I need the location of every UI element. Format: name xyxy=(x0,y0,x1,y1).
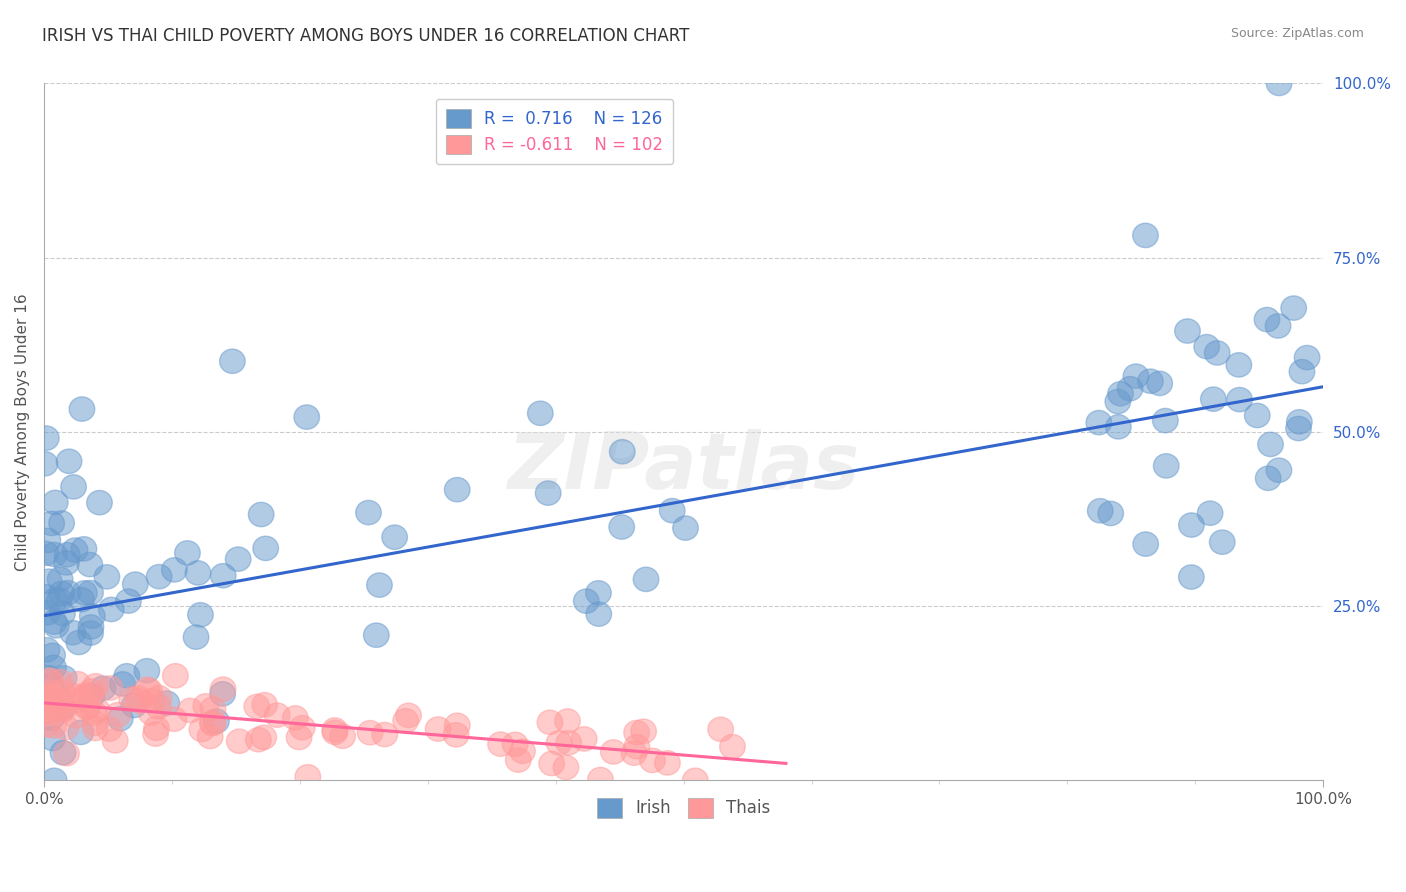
Legend: Irish, Thais: Irish, Thais xyxy=(591,791,778,824)
Text: IRISH VS THAI CHILD POVERTY AMONG BOYS UNDER 16 CORRELATION CHART: IRISH VS THAI CHILD POVERTY AMONG BOYS U… xyxy=(42,27,689,45)
Text: ZIPatlas: ZIPatlas xyxy=(508,429,859,505)
Y-axis label: Child Poverty Among Boys Under 16: Child Poverty Among Boys Under 16 xyxy=(15,293,30,571)
Text: Source: ZipAtlas.com: Source: ZipAtlas.com xyxy=(1230,27,1364,40)
